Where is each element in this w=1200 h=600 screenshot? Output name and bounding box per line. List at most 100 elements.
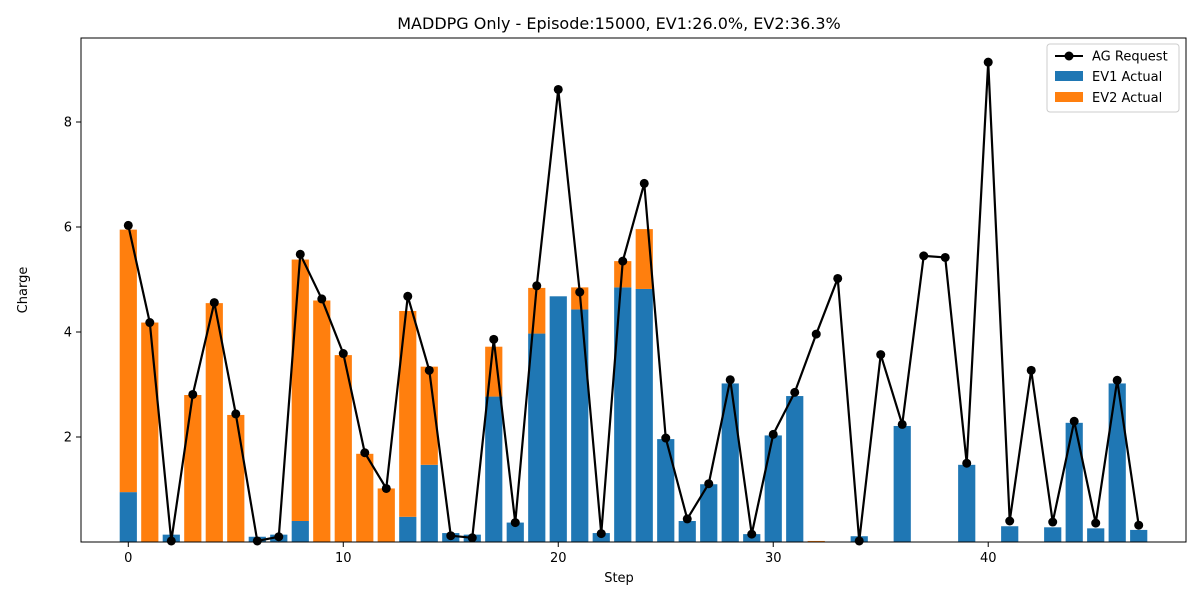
bar-ev2-step-10 — [334, 355, 352, 542]
bar-ev2-step-32 — [807, 540, 825, 542]
ag-request-point-step-47 — [1134, 520, 1144, 530]
ag-request-point-step-23 — [618, 256, 628, 266]
ag-request-point-step-32 — [811, 329, 821, 339]
ag-request-point-step-8 — [295, 249, 305, 259]
ag-request-point-step-18 — [510, 518, 520, 528]
x-axis: 0 10 20 30 40 — [124, 542, 996, 566]
bar-ev1-step-25 — [657, 439, 675, 542]
ag-request-point-step-14 — [424, 365, 434, 375]
ag-request-point-step-44 — [1069, 416, 1079, 426]
bar-ev1-step-27 — [700, 484, 718, 542]
ag-request-point-step-35 — [876, 350, 886, 360]
ag-request-point-step-39 — [962, 458, 972, 468]
chart-title: MADDPG Only - Episode:15000, EV1:26.0%, … — [397, 14, 841, 33]
legend-swatch-ev2 — [1055, 92, 1083, 102]
ag-request-point-step-0 — [123, 220, 133, 230]
ag-request-line — [127, 61, 1140, 543]
bar-ev1-step-18 — [506, 522, 524, 542]
bar-ev1-step-23 — [614, 287, 632, 542]
ag-request-point-step-28 — [725, 375, 735, 385]
y-tick-label: 6 — [64, 221, 72, 236]
ag-request-point-step-33 — [833, 273, 843, 283]
ag-request-point-step-45 — [1091, 518, 1101, 528]
y-tick-label: 4 — [64, 326, 72, 341]
x-tick-label: 30 — [765, 551, 782, 566]
ag-request-point-step-9 — [317, 294, 327, 304]
ag-request-point-step-40 — [983, 57, 993, 67]
bar-ev1-step-36 — [893, 425, 911, 542]
bar-ev1-step-31 — [786, 396, 804, 542]
bar-ev1-step-43 — [1044, 527, 1062, 542]
legend-swatch-ev1 — [1055, 71, 1083, 81]
ag-request-point-step-5 — [231, 409, 241, 419]
ag-request-point-step-20 — [553, 84, 563, 94]
plot-border — [80, 37, 1187, 543]
ag-request-point-step-16 — [467, 533, 477, 543]
bar-ev1-step-45 — [1087, 528, 1105, 542]
bar-ev1-step-30 — [764, 435, 782, 542]
ag-request-point-step-29 — [747, 529, 757, 539]
bar-ev1-step-8 — [291, 521, 309, 542]
bar-ev1-step-20 — [549, 296, 567, 542]
bar-ev1-step-47 — [1130, 529, 1148, 542]
bar-ev2-step-3 — [184, 395, 202, 542]
ag-request-point-step-46 — [1112, 375, 1122, 385]
ag-request-point-step-4 — [209, 298, 219, 308]
bar-ev1-step-21 — [571, 309, 589, 542]
bar-ev1-step-14 — [420, 464, 438, 542]
bar-ev1-step-39 — [958, 464, 976, 542]
y-axis-title: Charge — [16, 267, 31, 314]
ag-request-point-step-17 — [489, 334, 499, 344]
ag-request-point-step-15 — [446, 531, 456, 541]
bar-ev1-step-46 — [1108, 383, 1126, 542]
ag-request-point-step-21 — [575, 287, 585, 297]
ag-request-point-step-37 — [919, 251, 929, 261]
bar-ev1-step-44 — [1065, 422, 1083, 542]
bar-ev1-step-0 — [119, 492, 137, 542]
ag-request-point-step-31 — [790, 387, 800, 397]
ag-request-point-step-7 — [274, 532, 284, 542]
bar-ev2-step-9 — [313, 300, 331, 542]
x-tick-label: 20 — [550, 551, 567, 566]
bar-ev2-step-5 — [227, 414, 245, 542]
bar-ev2-step-11 — [356, 453, 374, 542]
ag-request-point-step-24 — [639, 178, 649, 188]
bar-ev1-step-24 — [635, 288, 653, 542]
bar-ev2-step-4 — [205, 303, 223, 542]
bar-ev1-step-28 — [721, 383, 739, 542]
ag-request-point-step-22 — [596, 529, 606, 539]
bar-ev2-step-1 — [141, 322, 159, 542]
bar-ev1-step-41 — [1001, 526, 1019, 542]
bar-ev2-step-0 — [119, 229, 137, 493]
ag-request-point-step-30 — [768, 429, 778, 439]
bar-ev1-step-13 — [399, 516, 417, 542]
x-axis-title: Step — [604, 571, 634, 586]
legend-label-ev1-actual: EV1 Actual — [1092, 70, 1162, 85]
ag-request-point-step-19 — [532, 281, 542, 291]
x-tick-label: 10 — [335, 551, 352, 566]
line-layer — [123, 57, 1144, 546]
ag-request-point-step-43 — [1048, 517, 1058, 527]
bar-ev1-step-19 — [528, 333, 546, 542]
ag-request-point-step-12 — [381, 483, 391, 493]
ag-request-point-step-41 — [1005, 516, 1015, 526]
ag-request-point-step-36 — [897, 419, 907, 429]
x-tick-label: 0 — [124, 551, 132, 566]
legend-marker-swatch — [1064, 51, 1074, 61]
bar-ev2-step-13 — [399, 311, 417, 517]
x-tick-label: 40 — [980, 551, 997, 566]
ag-request-point-step-38 — [940, 252, 950, 262]
ag-request-point-step-34 — [854, 536, 864, 546]
ag-request-point-step-25 — [661, 433, 671, 443]
plot-area — [81, 38, 1186, 542]
bar-ev1-step-26 — [678, 521, 696, 542]
ag-request-point-step-10 — [338, 349, 348, 359]
ag-request-point-step-1 — [145, 318, 155, 328]
ag-request-point-step-26 — [682, 514, 692, 524]
ag-request-point-step-13 — [403, 291, 413, 301]
ag-request-point-step-6 — [252, 536, 262, 546]
y-tick-label: 8 — [64, 116, 72, 131]
bar-ev2-step-14 — [420, 366, 438, 465]
bar-ev2-step-12 — [377, 488, 395, 542]
